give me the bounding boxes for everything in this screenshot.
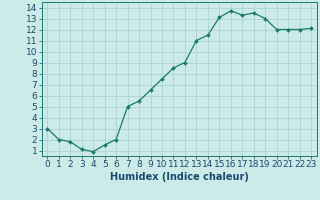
X-axis label: Humidex (Indice chaleur): Humidex (Indice chaleur) xyxy=(110,172,249,182)
